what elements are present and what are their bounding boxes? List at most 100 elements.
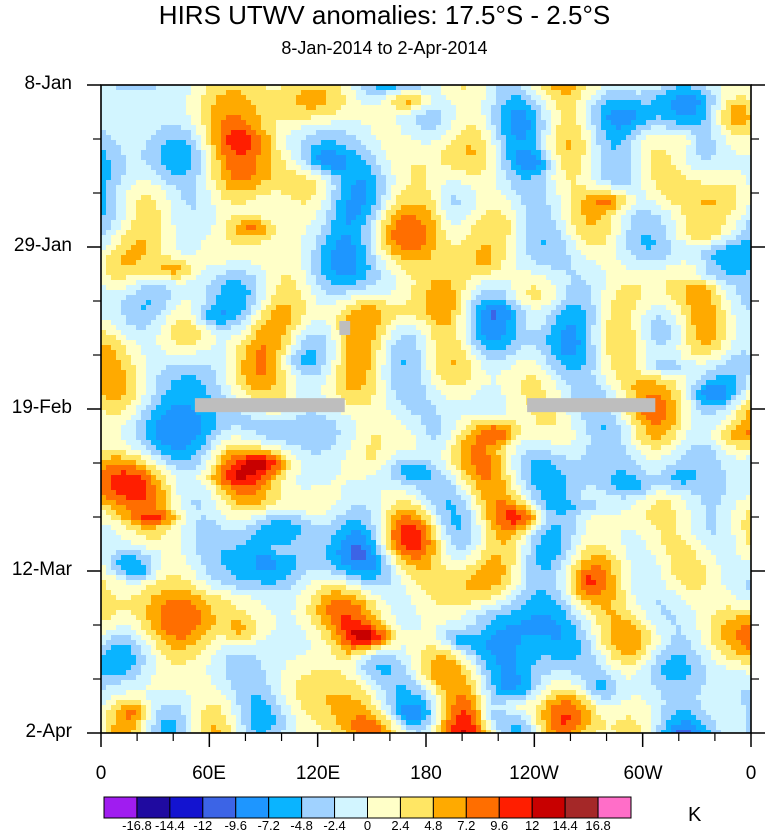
anomaly-cell — [721, 205, 727, 211]
anomaly-cell — [546, 110, 552, 116]
anomaly-cell — [556, 105, 562, 111]
anomaly-cell — [236, 150, 242, 156]
anomaly-cell — [646, 160, 652, 166]
anomaly-cell — [241, 195, 247, 201]
anomaly-cell — [156, 185, 162, 191]
anomaly-cell — [561, 270, 567, 276]
anomaly-cell — [186, 145, 192, 151]
anomaly-cell — [596, 115, 602, 121]
anomaly-cell — [616, 260, 622, 266]
anomaly-cell — [216, 140, 222, 146]
anomaly-cell — [186, 120, 192, 126]
anomaly-cell — [436, 165, 442, 171]
anomaly-cell — [716, 140, 722, 146]
anomaly-cell — [671, 185, 677, 191]
anomaly-cell — [611, 220, 617, 226]
anomaly-cell — [511, 250, 517, 256]
anomaly-cell — [711, 130, 717, 136]
anomaly-cell — [136, 205, 142, 211]
anomaly-cell — [646, 180, 652, 186]
anomaly-cell — [246, 85, 252, 91]
anomaly-cell — [486, 225, 492, 231]
anomaly-cell — [606, 125, 612, 131]
anomaly-cell — [406, 130, 412, 136]
anomaly-cell — [641, 225, 647, 231]
anomaly-cell — [626, 135, 632, 141]
anomaly-cell — [636, 165, 642, 171]
anomaly-cell — [156, 205, 162, 211]
anomaly-cell — [541, 95, 547, 101]
anomaly-cell — [261, 155, 267, 161]
anomaly-cell — [676, 120, 682, 126]
anomaly-cell — [286, 140, 292, 146]
anomaly-cell — [651, 205, 657, 211]
anomaly-cell — [491, 125, 497, 131]
anomaly-cell — [481, 145, 487, 151]
anomaly-cell — [431, 225, 437, 231]
anomaly-cell — [731, 115, 737, 121]
anomaly-cell — [396, 130, 402, 136]
anomaly-cell — [631, 105, 637, 111]
anomaly-cell — [316, 165, 322, 171]
anomaly-cell — [671, 140, 677, 146]
anomaly-cell — [496, 255, 502, 261]
anomaly-cell — [301, 235, 307, 241]
anomaly-cell — [201, 170, 207, 176]
anomaly-cell — [176, 90, 182, 96]
anomaly-cell — [356, 240, 362, 246]
anomaly-cell — [261, 120, 267, 126]
anomaly-cell — [456, 190, 462, 196]
anomaly-cell — [491, 160, 497, 166]
anomaly-cell — [456, 155, 462, 161]
anomaly-cell — [606, 90, 612, 96]
anomaly-cell — [321, 210, 327, 216]
anomaly-cell — [686, 90, 692, 96]
anomaly-cell — [111, 140, 117, 146]
anomaly-cell — [196, 275, 202, 281]
anomaly-cell — [296, 215, 302, 221]
anomaly-cell — [241, 125, 247, 131]
anomaly-cell — [211, 270, 217, 276]
anomaly-cell — [316, 275, 322, 281]
anomaly-cell — [486, 220, 492, 226]
anomaly-cell — [476, 175, 482, 181]
anomaly-cell — [731, 170, 737, 176]
anomaly-cell — [621, 120, 627, 126]
anomaly-cell — [136, 240, 142, 246]
anomaly-cell — [741, 225, 747, 231]
anomaly-cell — [606, 110, 612, 116]
anomaly-cell — [376, 205, 382, 211]
anomaly-cell — [436, 170, 442, 176]
anomaly-cell — [676, 105, 682, 111]
anomaly-cell — [316, 235, 322, 241]
anomaly-cell — [481, 265, 487, 271]
anomaly-cell — [171, 250, 177, 256]
anomaly-cell — [256, 235, 262, 241]
anomaly-cell — [636, 245, 642, 251]
anomaly-cell — [531, 140, 537, 146]
anomaly-cell — [236, 95, 242, 101]
anomaly-cell — [326, 175, 332, 181]
anomaly-cell — [716, 260, 722, 266]
anomaly-cell — [731, 240, 737, 246]
anomaly-cell — [381, 195, 387, 201]
anomaly-cell — [341, 155, 347, 161]
anomaly-cell — [476, 260, 482, 266]
anomaly-cell — [106, 160, 112, 166]
anomaly-cell — [356, 210, 362, 216]
anomaly-cell — [471, 205, 477, 211]
anomaly-cell — [366, 270, 372, 276]
anomaly-cell — [526, 135, 532, 141]
anomaly-cell — [396, 150, 402, 156]
anomaly-cell — [406, 225, 412, 231]
anomaly-cell — [716, 130, 722, 136]
anomaly-cell — [696, 265, 702, 271]
anomaly-cell — [221, 125, 227, 131]
anomaly-cell — [456, 185, 462, 191]
anomaly-cell — [416, 160, 422, 166]
anomaly-cell — [621, 105, 627, 111]
anomaly-cell — [706, 260, 712, 266]
anomaly-cell — [236, 85, 242, 91]
anomaly-cell — [291, 150, 297, 156]
anomaly-cell — [406, 175, 412, 181]
